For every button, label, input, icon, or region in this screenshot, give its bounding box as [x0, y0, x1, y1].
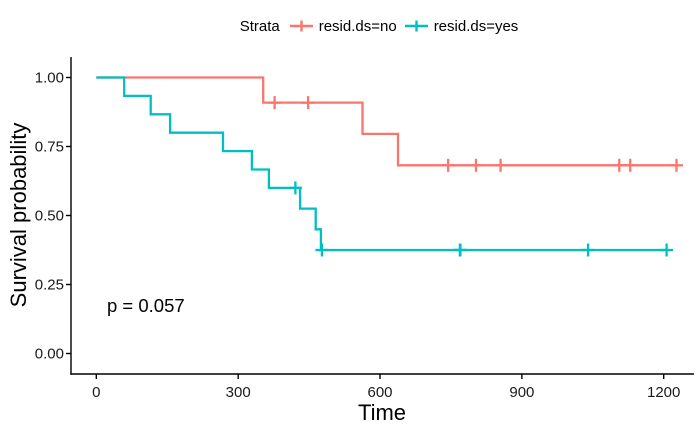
x-tick-label: 1200 [647, 384, 680, 401]
legend-title: Strata [239, 17, 280, 35]
y-tick-label: 0.00 [35, 346, 64, 363]
x-tick-label: 300 [226, 384, 251, 401]
x-tick-label: 0 [92, 384, 100, 401]
y-tick-label: 0.50 [35, 208, 64, 225]
km-curve-resid-ds-no [96, 76, 677, 167]
censor-line-icon [404, 20, 428, 32]
legend-item-label: resid.ds=yes [433, 17, 519, 35]
censor-marks-resid-ds-no [268, 96, 683, 172]
legend: Strata resid.ds=no resid.ds=yes [71, 15, 694, 37]
x-axis-ticks: 0 300 600 900 1200 [92, 374, 680, 401]
p-value-label: p = 0.057 [107, 295, 185, 316]
axes [70, 57, 694, 375]
y-axis-ticks: 0.00 0.25 0.50 0.75 1.00 [35, 70, 71, 363]
y-tick-label: 1.00 [35, 70, 64, 87]
x-axis-title: Time [357, 400, 407, 425]
y-tick-label: 0.75 [35, 139, 64, 156]
censor-marks-resid-ds-yes [288, 181, 674, 257]
legend-item-resid-ds-no: resid.ds=no [289, 18, 397, 35]
legend-item-label: resid.ds=no [318, 17, 397, 35]
x-tick-label: 900 [509, 384, 534, 401]
y-axis-title: Survival probability [6, 122, 31, 308]
y-tick-label: 0.25 [35, 277, 64, 294]
censor-line-icon [289, 20, 313, 32]
km-curve-resid-ds-yes [96, 76, 667, 252]
legend-item-resid-ds-yes: resid.ds=yes [404, 17, 519, 35]
x-tick-label: 600 [367, 384, 392, 401]
